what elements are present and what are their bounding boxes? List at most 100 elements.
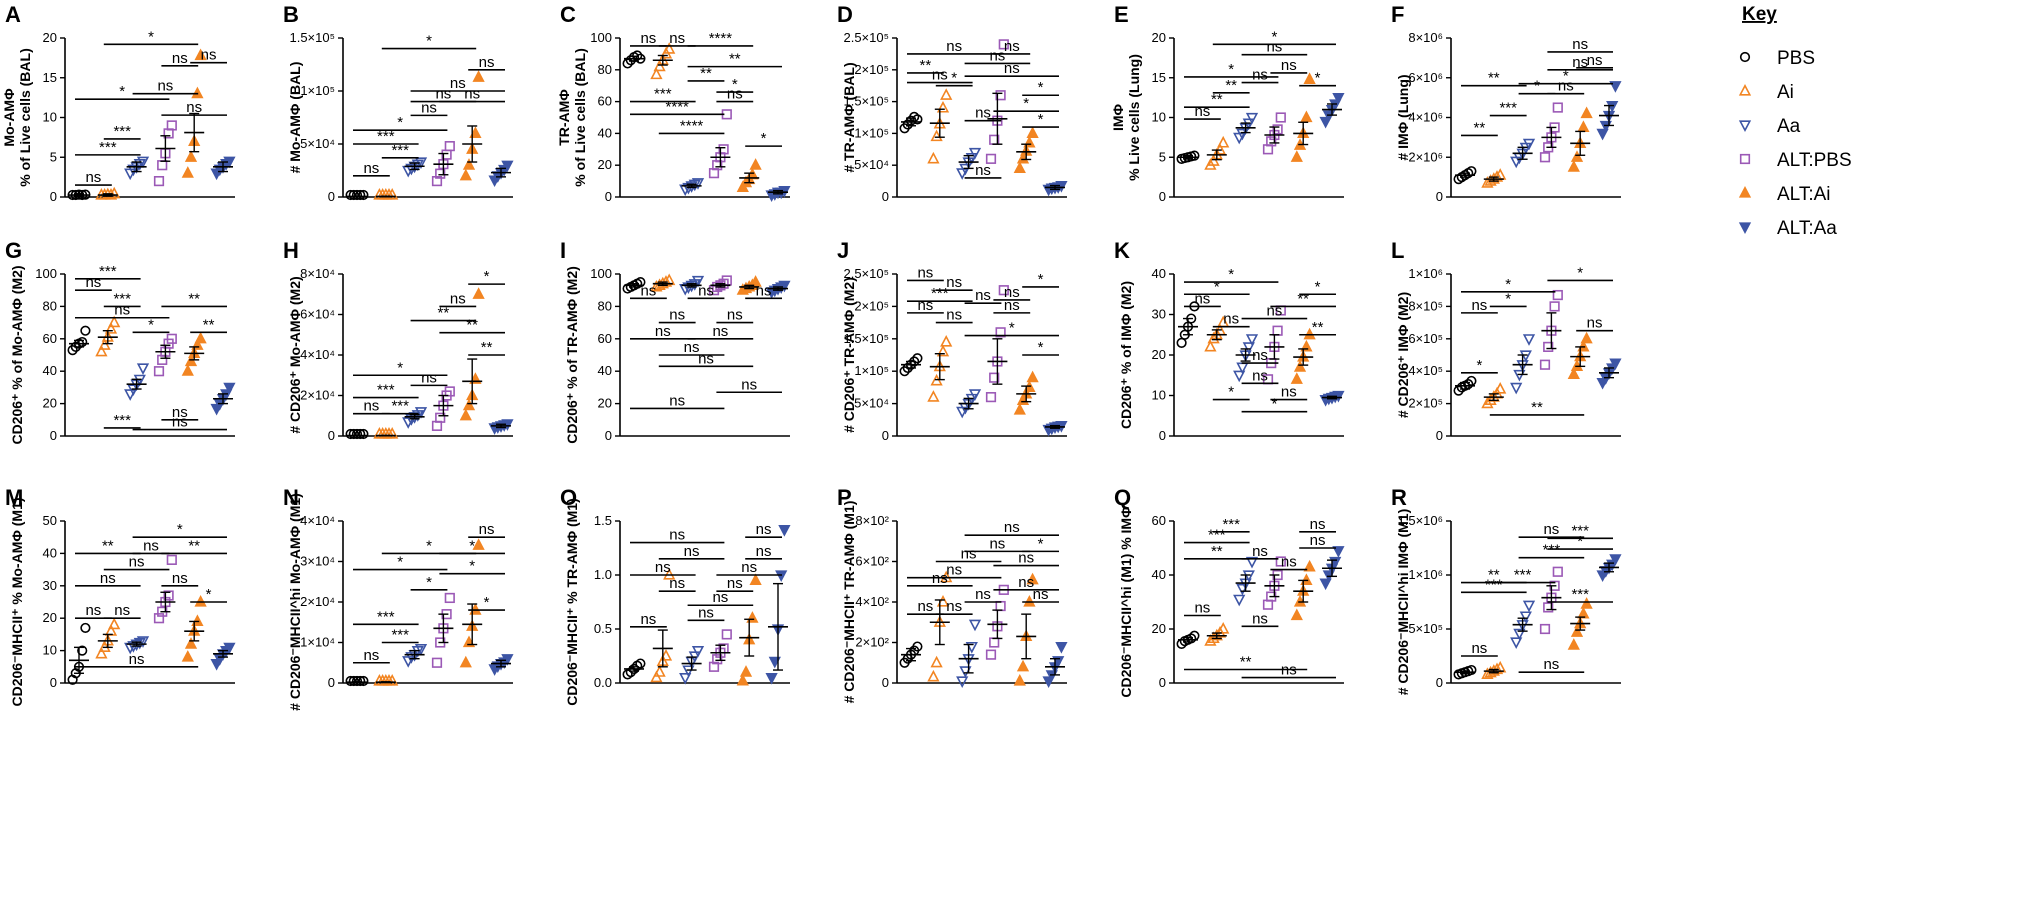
- data-point-pbs: [1466, 664, 1477, 676]
- y-tick-label: 1×10⁵: [300, 83, 335, 98]
- data-point-alt-pbs: [153, 366, 165, 377]
- data-point-pbs: [912, 114, 923, 125]
- significance-label: ns: [655, 559, 671, 576]
- data-point-alt-ai: [1293, 360, 1307, 372]
- significance-label: ***: [377, 128, 395, 145]
- significance-label: ns: [1281, 554, 1297, 571]
- data-point-aa: [691, 645, 705, 658]
- significance-label: ns: [756, 543, 772, 560]
- significance-label: *: [1315, 278, 1321, 295]
- data-point-alt-aa: [1596, 128, 1609, 141]
- data-point-alt-pbs: [444, 141, 455, 152]
- y-tick-label: 0: [1436, 428, 1443, 443]
- data-point-alt-pbs: [1549, 301, 1560, 312]
- significance-label: ns: [975, 287, 991, 304]
- significance-label: *: [732, 76, 738, 93]
- significance-label: ***: [1571, 586, 1589, 603]
- data-point-alt-pbs: [1275, 112, 1286, 123]
- data-point-ai: [1204, 339, 1217, 352]
- data-point-alt-ai: [1013, 673, 1026, 686]
- y-axis-label-line: # CD206⁻MHCII^hi Mo-AMΦ (M1): [287, 493, 303, 711]
- data-point-alt-pbs: [166, 554, 177, 565]
- y-tick-label: 0: [1159, 428, 1166, 443]
- y-tick-label: 0: [605, 428, 612, 443]
- data-point-alt-pbs: [431, 657, 443, 668]
- y-axis-label-line: % of Live cells (BAL): [17, 48, 33, 186]
- y-tick-label: 2.5×10⁵: [843, 266, 889, 281]
- data-point-aa: [133, 374, 146, 387]
- y-tick-label: 2×10⁴: [300, 594, 335, 609]
- significance-label: ns: [1281, 57, 1297, 74]
- data-point-alt-ai: [1293, 594, 1307, 607]
- y-tick-label: 0: [328, 189, 335, 204]
- y-axis-label-line: % Live cells (Lung): [1126, 54, 1142, 181]
- significance-label: ns: [1587, 315, 1603, 332]
- significance-label: ns: [186, 99, 202, 116]
- key-title: Key: [1742, 4, 1777, 25]
- significance-label: **: [1474, 119, 1486, 136]
- data-point-pbs: [1186, 633, 1197, 644]
- significance-label: ***: [377, 608, 395, 625]
- significance-label: **: [481, 339, 493, 356]
- data-point-aa: [414, 407, 428, 419]
- y-axis-label-line: CD206⁻MHCII^hi (M1) % IMΦ: [1118, 506, 1134, 698]
- significance-label: *: [119, 83, 125, 100]
- data-point-alt-ai: [181, 364, 194, 376]
- y-tick-label: 2×10⁵: [854, 62, 889, 77]
- key-item-alt-pbs: ALT:PBS: [1739, 150, 1852, 171]
- y-tick-label: 60: [598, 94, 612, 109]
- significance-label: ****: [709, 30, 733, 47]
- significance-label: ****: [666, 98, 690, 115]
- data-point-alt-ai: [1567, 367, 1580, 380]
- significance-label: *: [1271, 396, 1277, 413]
- significance-label: ***: [99, 263, 117, 280]
- significance-label: ns: [946, 38, 962, 55]
- data-point-alt-ai: [736, 673, 749, 686]
- data-point-aa: [965, 152, 978, 165]
- data-point-alt-aa: [1045, 670, 1058, 682]
- significance-label: ns: [1252, 67, 1268, 84]
- data-point-alt-pbs: [721, 629, 732, 640]
- panel-H: H 0 2×10⁴ 4×10⁴ 6×10⁴ 8×10⁴# CD206⁺ Mo-AMΦ (M…: [283, 238, 514, 443]
- y-tick-label: 5×10⁴: [300, 136, 335, 151]
- y-tick-label: 100: [590, 30, 612, 45]
- data-point-aa: [124, 389, 137, 401]
- panel-letter-G: G: [5, 238, 22, 263]
- significance-label: ns: [1018, 574, 1034, 591]
- significance-label: ns: [1281, 662, 1297, 679]
- data-point-alt-aa: [768, 656, 781, 669]
- y-tick-label: 40: [598, 125, 612, 140]
- data-point-pbs: [77, 645, 88, 656]
- key-marker-icon: [1738, 222, 1752, 235]
- panel-letter-L: L: [1391, 238, 1404, 263]
- y-axis-label-line: CD206⁺ % of IMΦ (M2): [1118, 281, 1134, 429]
- data-point-alt-ai: [1567, 638, 1580, 650]
- significance-label: ns: [1266, 39, 1282, 56]
- significance-label: ***: [113, 123, 131, 140]
- significance-label: ns: [201, 47, 217, 64]
- significance-label: **: [188, 537, 200, 554]
- significance-label: *: [397, 554, 403, 571]
- y-tick-label: 0: [882, 428, 889, 443]
- data-point-alt-aa: [501, 654, 514, 666]
- key-legend: Key PBS Ai Aa ALT:PBS ALT:Ai ALT:Aa: [1738, 4, 1852, 239]
- data-point-pbs: [348, 189, 359, 201]
- data-point-alt-aa: [778, 525, 791, 537]
- significance-label: ***: [391, 627, 409, 644]
- significance-label: ns: [1223, 311, 1239, 328]
- y-tick-label: 4×10⁴: [300, 347, 335, 362]
- y-axis-label: CD206⁺ % of IMΦ (M2): [1118, 281, 1134, 429]
- data-point-alt-ai: [181, 650, 194, 662]
- y-tick-label: 30: [1152, 307, 1166, 322]
- data-point-pbs: [351, 675, 363, 687]
- data-point-alt-ai: [184, 637, 198, 649]
- data-point-alt-pbs: [998, 39, 1009, 50]
- y-tick-label: 0.5: [594, 621, 612, 636]
- y-axis-label-line: % of Live cells (BAL): [572, 48, 588, 186]
- significance-label: ns: [1572, 36, 1588, 53]
- significance-label: ns: [1004, 297, 1020, 314]
- significance-label: *: [426, 537, 432, 554]
- key-label: ALT:PBS: [1777, 150, 1852, 171]
- significance-label: *: [484, 594, 490, 611]
- y-axis-label: Mo-AMΦ% of Live cells (BAL): [1, 48, 33, 186]
